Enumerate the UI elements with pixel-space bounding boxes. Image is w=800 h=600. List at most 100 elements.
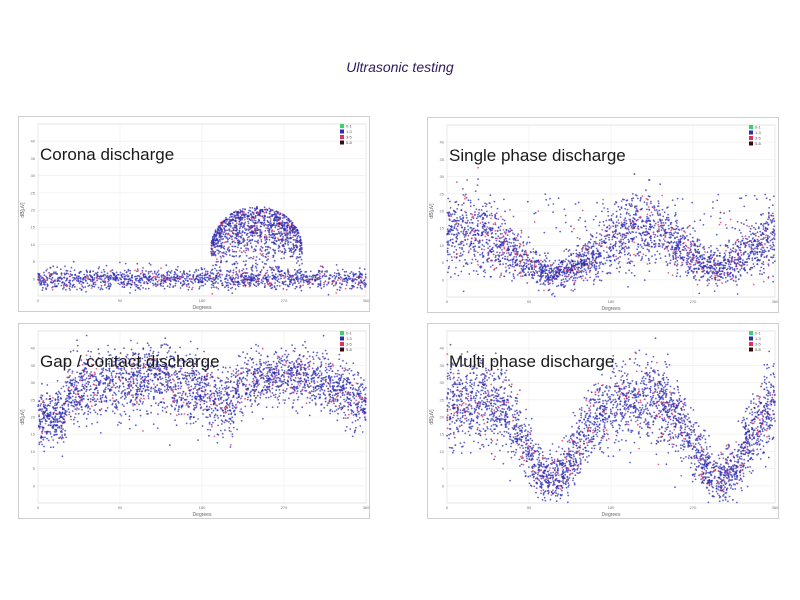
data-point — [479, 222, 482, 225]
data-point — [632, 197, 635, 200]
data-point — [769, 244, 772, 247]
data-point — [204, 283, 207, 285]
data-point — [458, 255, 461, 257]
data-point — [723, 266, 725, 269]
data-point — [625, 232, 628, 235]
data-point — [319, 284, 322, 287]
data-point — [295, 262, 298, 264]
data-point — [97, 286, 100, 289]
data-point — [768, 214, 770, 216]
data-point — [694, 263, 697, 266]
data-point — [570, 266, 573, 269]
data-point — [358, 270, 361, 273]
data-point — [272, 269, 275, 272]
data-point — [69, 283, 72, 286]
data-point — [260, 250, 263, 253]
data-point — [298, 278, 300, 280]
data-point — [663, 211, 666, 214]
data-point — [762, 238, 764, 241]
data-point — [299, 236, 301, 239]
data-point — [578, 238, 581, 240]
data-point — [771, 219, 774, 221]
data-point — [641, 239, 643, 242]
data-point — [449, 213, 452, 215]
data-point — [220, 236, 223, 238]
data-point — [291, 284, 294, 286]
data-point — [345, 270, 348, 273]
data-point — [714, 265, 717, 267]
data-point — [526, 241, 529, 244]
data-point — [737, 253, 739, 256]
data-point — [520, 265, 523, 267]
data-point — [361, 288, 363, 290]
data-point — [764, 243, 766, 245]
data-point — [511, 280, 513, 282]
data-point — [568, 278, 571, 280]
data-point — [239, 235, 242, 238]
data-point — [96, 271, 99, 274]
data-point — [453, 213, 456, 216]
data-point — [761, 253, 764, 256]
data-point — [273, 230, 275, 233]
data-point — [294, 287, 297, 290]
data-point — [669, 259, 672, 262]
data-point — [359, 272, 362, 275]
data-point — [567, 269, 570, 272]
data-point — [182, 280, 185, 282]
data-point — [77, 277, 80, 280]
data-point — [459, 252, 462, 255]
data-point — [235, 225, 238, 227]
data-point — [627, 213, 630, 215]
data-point — [672, 228, 675, 231]
data-point — [334, 284, 337, 286]
data-point — [295, 273, 298, 276]
data-point — [771, 246, 773, 249]
data-point — [192, 278, 195, 280]
data-point — [289, 280, 291, 283]
data-point — [197, 280, 200, 283]
data-point — [296, 286, 298, 288]
data-point — [265, 208, 268, 210]
data-point — [63, 282, 66, 284]
data-point — [210, 252, 213, 255]
data-point — [772, 256, 775, 259]
data-point — [123, 283, 126, 286]
data-point — [590, 247, 593, 250]
data-point — [248, 257, 251, 260]
data-point — [620, 200, 623, 203]
data-point — [221, 254, 224, 257]
data-point — [275, 240, 278, 243]
data-point — [635, 231, 637, 234]
data-point — [462, 244, 465, 247]
data-point — [728, 256, 731, 259]
data-point — [120, 274, 123, 277]
data-point — [185, 272, 188, 275]
data-point — [264, 272, 267, 275]
data-point — [270, 231, 273, 233]
data-point — [461, 214, 464, 217]
data-point — [466, 238, 469, 241]
data-point — [621, 243, 624, 246]
data-point — [648, 259, 650, 262]
x-tick-label: 270 — [281, 298, 288, 303]
data-point — [511, 265, 514, 268]
data-point — [582, 253, 584, 256]
data-point — [320, 287, 323, 290]
data-point — [217, 242, 220, 244]
data-point — [467, 228, 470, 231]
data-point — [227, 232, 230, 235]
data-point — [255, 262, 257, 265]
data-point — [505, 252, 508, 255]
data-point — [283, 245, 285, 248]
data-point — [274, 224, 277, 227]
data-point — [249, 282, 252, 285]
data-point — [759, 269, 762, 272]
data-point — [766, 246, 769, 249]
data-point — [134, 278, 137, 281]
data-point — [566, 263, 569, 266]
data-point — [247, 222, 250, 225]
data-point — [302, 275, 305, 278]
data-point — [704, 251, 706, 253]
data-point — [525, 265, 528, 267]
data-point — [618, 208, 621, 211]
